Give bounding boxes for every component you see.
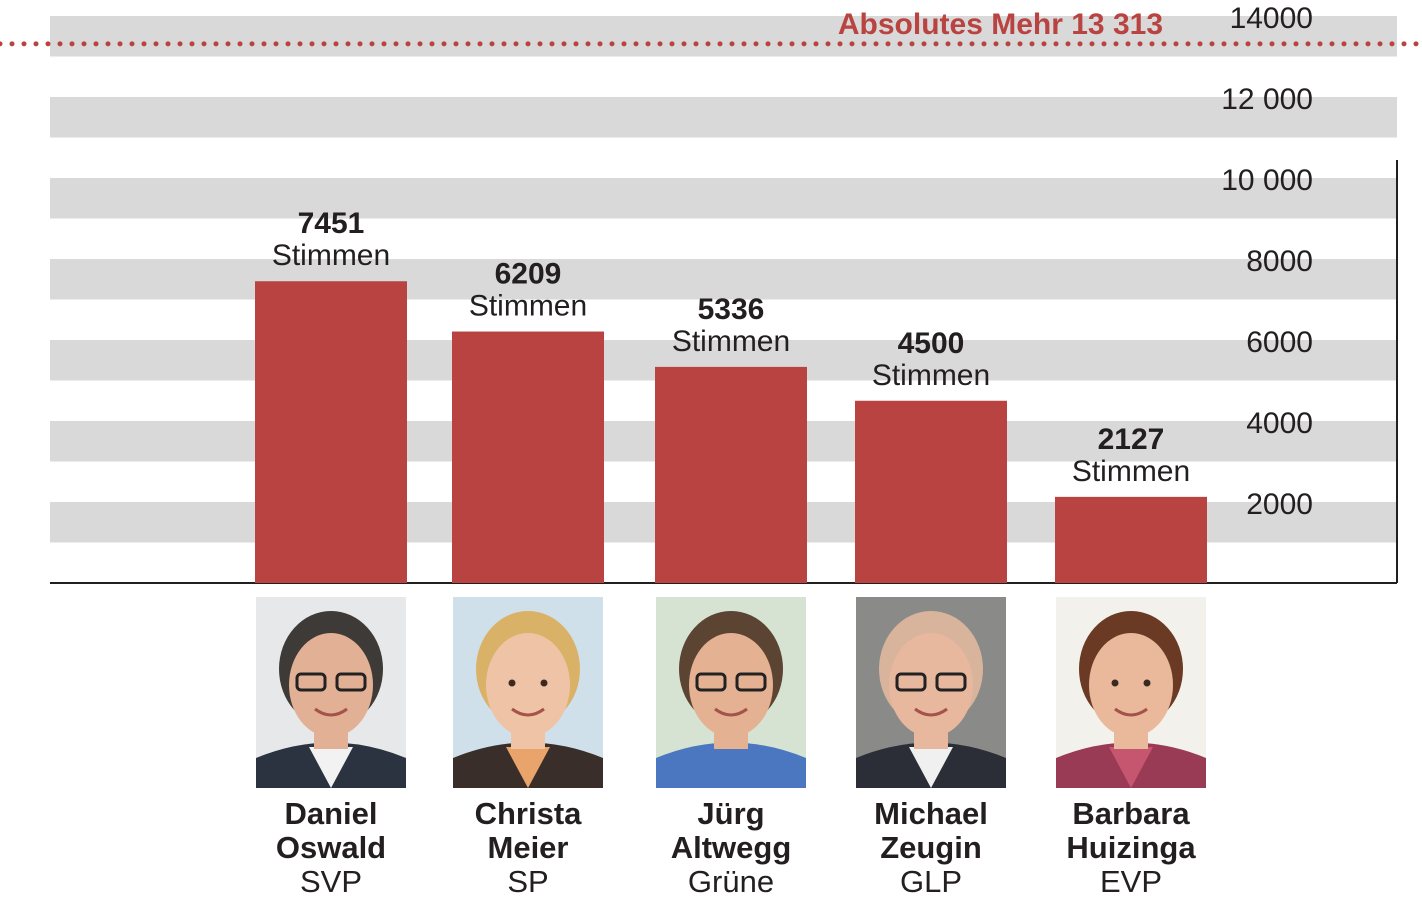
bar bbox=[255, 281, 407, 583]
candidate-photos bbox=[256, 597, 1206, 788]
candidate-last-name: Huizinga bbox=[1066, 830, 1196, 865]
photo-glasses bbox=[935, 672, 967, 692]
grid-band bbox=[50, 16, 1397, 57]
y-tick-labels: 2000 4000 6000 8000 10 000 12 000 14000 bbox=[1221, 2, 1313, 521]
grid-band bbox=[50, 178, 1397, 219]
candidate-first-name: Daniel bbox=[284, 796, 377, 831]
candidate-first-name: Christa bbox=[475, 796, 583, 831]
bar-value-label: 7451 bbox=[298, 207, 365, 240]
photo-glasses bbox=[295, 672, 327, 692]
candidate-last-name: Zeugin bbox=[880, 830, 982, 865]
bar bbox=[452, 331, 604, 583]
candidate-party: SVP bbox=[300, 864, 362, 899]
bar-value-label: 5336 bbox=[698, 293, 765, 326]
photo-eye bbox=[540, 679, 548, 687]
photo-glasses bbox=[895, 672, 927, 692]
photo-smile bbox=[314, 707, 348, 717]
photo-smile bbox=[714, 707, 748, 717]
photo-glasses bbox=[335, 672, 367, 692]
bar-unit-label: Stimmen bbox=[672, 325, 790, 358]
photo-glasses bbox=[735, 672, 767, 692]
candidate-party: EVP bbox=[1100, 864, 1162, 899]
y-tick-label: 14000 bbox=[1230, 2, 1313, 35]
bar bbox=[1055, 496, 1207, 583]
candidate-party: Grüne bbox=[688, 864, 774, 899]
photo-collar bbox=[909, 747, 953, 788]
bar bbox=[655, 366, 807, 583]
candidate-photo bbox=[656, 597, 806, 788]
photo-smile bbox=[914, 707, 948, 717]
photo-collar bbox=[506, 747, 550, 788]
bar-series bbox=[255, 281, 1207, 583]
bar-unit-label: Stimmen bbox=[469, 290, 587, 323]
bar-unit-label: Stimmen bbox=[272, 239, 390, 272]
photo-face bbox=[289, 633, 373, 737]
y-tick-label: 8000 bbox=[1246, 245, 1313, 278]
y-tick-label: 4000 bbox=[1246, 407, 1313, 440]
bar-unit-label: Stimmen bbox=[872, 359, 990, 392]
photo-smile bbox=[1114, 707, 1148, 717]
candidate-photo bbox=[453, 597, 603, 788]
y-tick-label: 10 000 bbox=[1221, 164, 1313, 197]
candidate-last-name: Altwegg bbox=[671, 830, 792, 865]
majority-label: Absolutes Mehr 13 313 bbox=[838, 8, 1163, 41]
grid-bands bbox=[50, 16, 1397, 543]
photo-face bbox=[889, 633, 973, 737]
y-tick-label: 6000 bbox=[1246, 326, 1313, 359]
grid-band bbox=[50, 97, 1397, 138]
bar-value-label: 4500 bbox=[898, 327, 965, 360]
photo-collar bbox=[309, 747, 353, 788]
candidate-party: SP bbox=[507, 864, 548, 899]
y-tick-label: 2000 bbox=[1246, 488, 1313, 521]
candidate-first-name: Jürg bbox=[697, 796, 764, 831]
candidate-photo bbox=[856, 597, 1006, 788]
photo-glasses bbox=[695, 672, 727, 692]
candidate-last-name: Meier bbox=[488, 830, 569, 865]
photo-collar bbox=[709, 747, 753, 788]
photo-face bbox=[486, 633, 570, 737]
candidate-first-name: Barbara bbox=[1072, 796, 1190, 831]
y-tick-label: 12 000 bbox=[1221, 83, 1313, 116]
photo-eye bbox=[1111, 679, 1119, 687]
photo-face bbox=[689, 633, 773, 737]
majority-reference: Absolutes Mehr 13 313 bbox=[0, 8, 1422, 47]
candidate-first-name: Michael bbox=[874, 796, 988, 831]
photo-eye bbox=[508, 679, 516, 687]
bar-unit-label: Stimmen bbox=[1072, 455, 1190, 488]
bar-value-label: 2127 bbox=[1098, 423, 1165, 456]
bar-value-label: 6209 bbox=[495, 258, 562, 291]
candidate-photo bbox=[1056, 597, 1206, 788]
candidate-photo bbox=[256, 597, 406, 788]
bar bbox=[855, 400, 1007, 583]
candidate-party: GLP bbox=[900, 864, 962, 899]
photo-face bbox=[1089, 633, 1173, 737]
photo-collar bbox=[1109, 747, 1153, 788]
photo-eye bbox=[1143, 679, 1151, 687]
candidate-last-name: Oswald bbox=[276, 830, 386, 865]
photo-smile bbox=[511, 707, 545, 717]
